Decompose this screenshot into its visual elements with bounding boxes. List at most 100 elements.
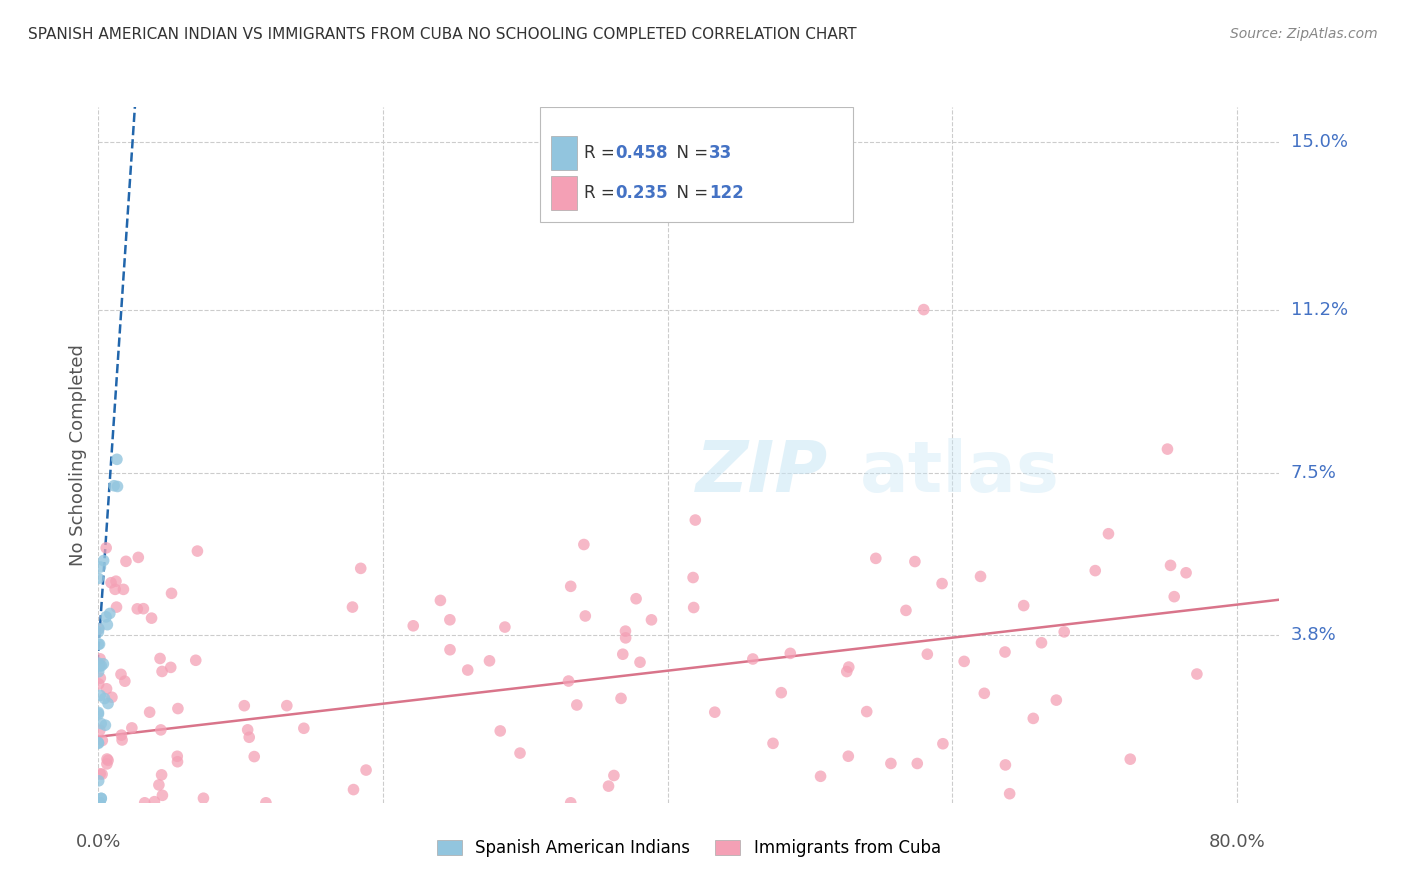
Point [93,657,115,671]
Point [89,659,111,673]
Point [998,787,1021,801]
Point [94,610,117,624]
Point [1045,693,1067,707]
Point [953,654,976,668]
Point [87,622,110,636]
Point [478,654,501,668]
Point [101,690,124,705]
Point [238,731,260,745]
Text: N =: N = [666,144,714,161]
Point [89,652,111,666]
Point [104,574,127,589]
Text: 80.0%: 80.0% [1208,833,1265,851]
Point [865,551,887,566]
Point [565,698,588,712]
FancyBboxPatch shape [540,107,852,221]
Point [87,622,110,636]
Point [89,671,111,685]
Point [973,686,995,700]
Point [87,773,110,788]
Point [94,718,117,732]
Point [110,667,132,681]
Point [994,758,1017,772]
Point [342,782,364,797]
Point [90,791,112,805]
FancyBboxPatch shape [551,176,576,211]
Point [148,778,170,792]
Point [1097,526,1119,541]
Y-axis label: No Schooling Completed: No Schooling Completed [69,344,87,566]
Point [614,624,637,639]
Point [96,752,118,766]
Point [100,575,122,590]
Legend: Spanish American Indians, Immigrants from Cuba: Spanish American Indians, Immigrants fro… [430,833,948,864]
Point [160,586,183,600]
Text: 0.235: 0.235 [614,184,668,202]
Text: N =: N = [666,184,714,202]
Point [112,582,135,597]
Point [152,789,174,803]
Text: 7.5%: 7.5% [1291,464,1337,482]
Point [741,652,763,666]
Point [87,637,110,651]
Point [557,673,579,688]
Point [104,582,127,597]
Point [114,674,136,689]
Point [87,665,110,679]
Point [166,749,188,764]
Point [134,796,156,810]
Point [994,645,1017,659]
Point [969,569,991,583]
Point [640,613,662,627]
Point [236,723,259,737]
Text: atlas: atlas [859,438,1060,507]
Point [624,591,647,606]
Point [1119,752,1142,766]
Point [1163,590,1185,604]
Point [90,791,112,805]
Point [87,571,110,585]
Point [572,537,595,551]
Point [292,721,315,735]
Point [1175,566,1198,580]
Point [598,779,620,793]
Point [429,593,451,607]
Point [1053,624,1076,639]
Point [931,576,953,591]
Point [243,749,266,764]
Point [276,698,298,713]
FancyBboxPatch shape [551,136,576,170]
Text: 3.8%: 3.8% [1291,626,1336,644]
Point [89,796,111,810]
Text: 122: 122 [709,184,744,202]
Point [103,479,125,493]
Point [855,705,877,719]
Point [1156,442,1178,456]
Point [762,736,785,750]
Point [439,613,461,627]
Point [509,746,531,760]
Point [685,513,707,527]
Point [87,796,110,810]
Point [1012,599,1035,613]
Point [97,753,120,767]
Point [628,655,651,669]
Point [87,656,110,670]
Point [87,706,110,721]
Point [167,701,190,715]
Text: Source: ZipAtlas.com: Source: ZipAtlas.com [1230,27,1378,41]
Point [932,737,955,751]
Point [89,723,111,738]
Point [91,733,114,747]
Point [838,660,860,674]
Point [138,705,160,719]
Point [105,452,128,467]
Point [87,706,110,720]
Point [560,796,582,810]
Point [132,601,155,615]
Point [489,723,512,738]
Point [149,723,172,737]
Point [779,646,801,660]
Point [350,561,373,575]
Point [127,602,149,616]
